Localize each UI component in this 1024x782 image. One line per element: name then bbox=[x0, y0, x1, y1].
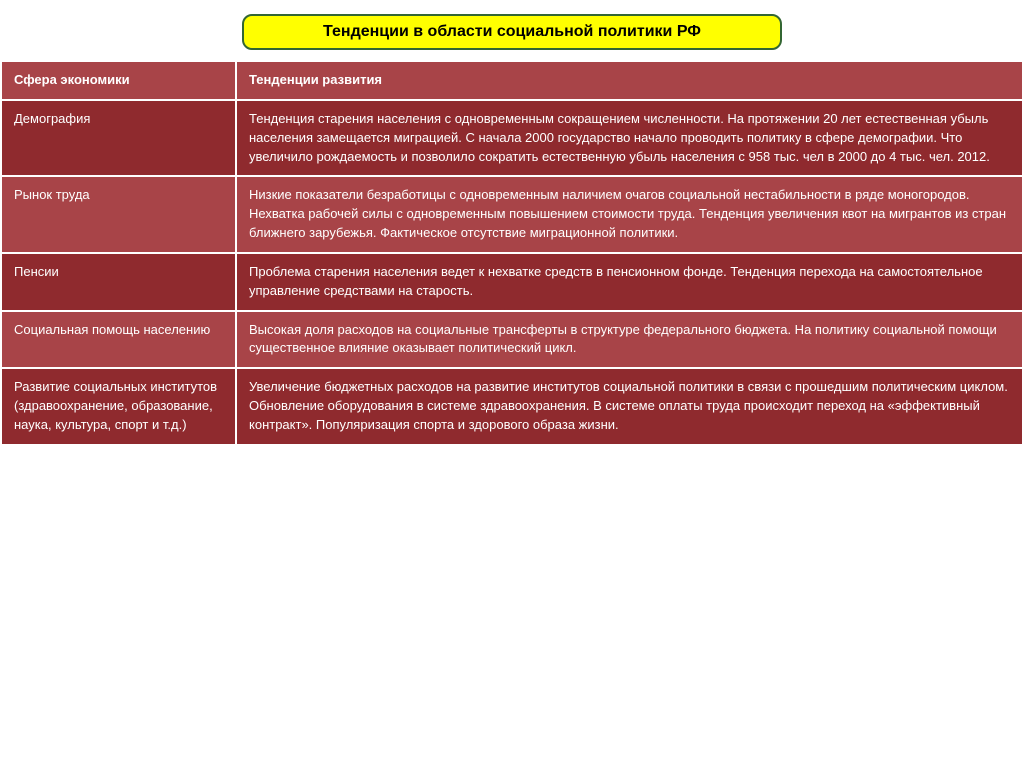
table-row: Пенсии Проблема старения населения ведет… bbox=[1, 253, 1023, 311]
header-col-sphere: Сфера экономики bbox=[1, 61, 236, 100]
cell-sphere: Развитие социальных институтов (здравоох… bbox=[1, 368, 236, 445]
cell-trend: Проблема старения населения ведет к нехв… bbox=[236, 253, 1023, 311]
table-row: Демография Тенденция старения населения … bbox=[1, 100, 1023, 177]
cell-trend: Тенденция старения населения с одновреме… bbox=[236, 100, 1023, 177]
trends-table: Сфера экономики Тенденции развития Демог… bbox=[0, 60, 1024, 446]
cell-sphere: Рынок труда bbox=[1, 176, 236, 253]
cell-sphere: Социальная помощь населению bbox=[1, 311, 236, 369]
cell-trend: Высокая доля расходов на социальные тран… bbox=[236, 311, 1023, 369]
cell-sphere: Пенсии bbox=[1, 253, 236, 311]
cell-sphere: Демография bbox=[1, 100, 236, 177]
table-row: Социальная помощь населению Высокая доля… bbox=[1, 311, 1023, 369]
table-row: Рынок труда Низкие показатели безработиц… bbox=[1, 176, 1023, 253]
table-header-row: Сфера экономики Тенденции развития bbox=[1, 61, 1023, 100]
header-col-trend: Тенденции развития bbox=[236, 61, 1023, 100]
page-title: Тенденции в области социальной политики … bbox=[242, 14, 782, 50]
cell-trend: Низкие показатели безработицы с одноврем… bbox=[236, 176, 1023, 253]
cell-trend: Увеличение бюджетных расходов на развити… bbox=[236, 368, 1023, 445]
table-row: Развитие социальных институтов (здравоох… bbox=[1, 368, 1023, 445]
